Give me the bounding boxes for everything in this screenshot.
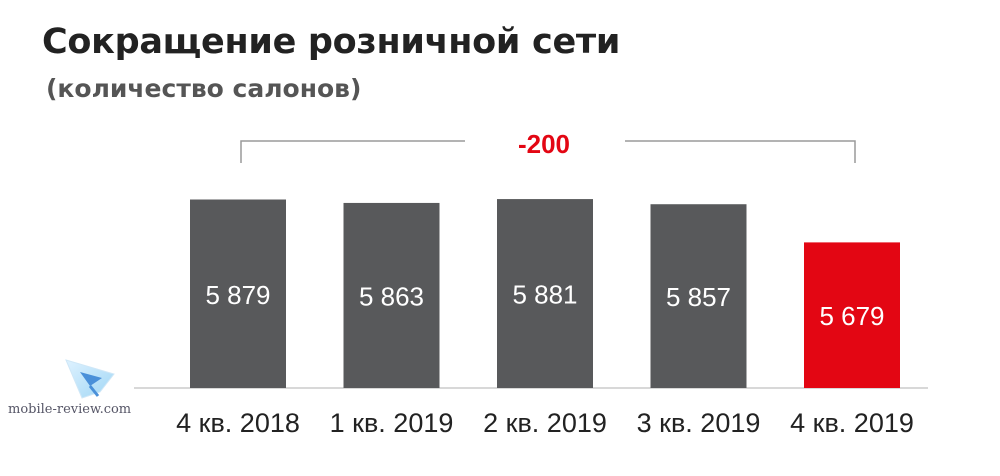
watermark-text: mobile-review.com (8, 402, 132, 417)
bar-4 (650, 204, 747, 388)
bar-3 (497, 199, 593, 388)
chart-subtitle: (количество салонов) (46, 74, 362, 103)
category-label: 4 кв. 2019 (790, 408, 914, 438)
bar-value-label: 5 863 (359, 281, 424, 311)
bar-2 (343, 202, 440, 388)
category-label: 4 кв. 2018 (176, 408, 300, 438)
bar-5 (804, 242, 900, 388)
bar-value-label: 5 881 (512, 280, 577, 310)
bar-value-label: 5 879 (205, 280, 270, 310)
bracket-left (240, 140, 465, 163)
bracket-right (625, 140, 856, 163)
category-label: 3 кв. 2019 (637, 408, 761, 438)
bar-value-label: 5 857 (666, 282, 731, 312)
change-bracket (240, 140, 856, 163)
bars-group: 5 879 4 кв. 2018 5 863 1 кв. 2019 5 881 2 кв.… (176, 199, 914, 438)
watermark-logo-icon (65, 359, 115, 399)
bar-1 (190, 199, 286, 388)
category-label: 1 кв. 2019 (330, 408, 454, 438)
bar-value-label: 5 679 (819, 301, 884, 331)
change-label: -200 (518, 129, 570, 159)
chart-title: Сокращение розничной сети (42, 22, 621, 62)
category-label: 2 кв. 2019 (483, 408, 607, 438)
